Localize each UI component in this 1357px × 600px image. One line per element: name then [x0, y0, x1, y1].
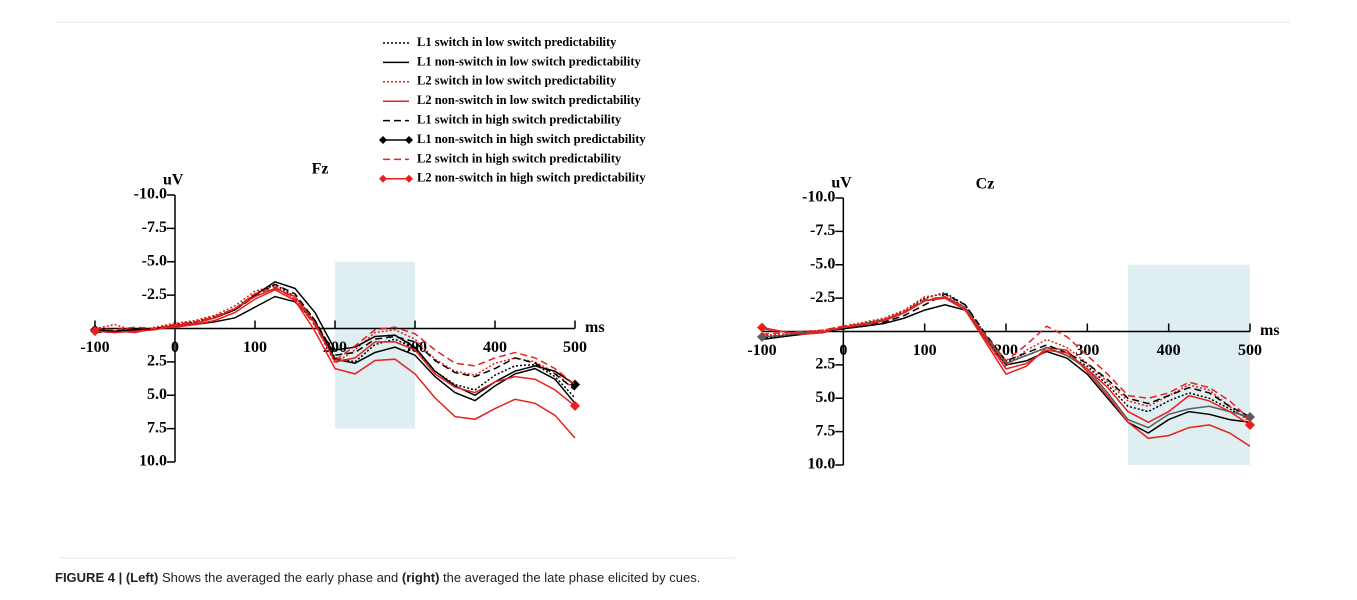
legend-label: L2 non-switch in high switch predictabil…	[417, 171, 646, 185]
series-line	[94, 286, 576, 386]
x-tick-label: 300	[1075, 342, 1099, 359]
caption-part: Shows the averaged the early phase and	[158, 570, 402, 585]
y-tick-label: 10.0	[807, 456, 835, 473]
x-tick-label: -100	[80, 339, 109, 356]
legend-label: L2 switch in high switch predictability	[417, 151, 622, 165]
series-line	[761, 297, 1251, 426]
x-tick-label: 400	[1157, 342, 1181, 359]
x-tick-label: 100	[243, 339, 267, 356]
marker	[1245, 419, 1255, 430]
y-tick-label: 5.0	[147, 386, 167, 403]
series-line	[761, 296, 1251, 421]
caption: FIGURE 4 | (Left) Shows the averaged the…	[55, 570, 700, 585]
x-tick-label: 400	[483, 339, 507, 356]
caption-part: (Left)	[126, 570, 159, 585]
caption-label: FIGURE 4 |	[55, 570, 126, 585]
y-tick-label: 7.5	[147, 419, 167, 436]
y-tick-label: 10.0	[139, 453, 167, 470]
y-tick-label: 5.0	[815, 389, 835, 406]
legend-label: L1 switch in high switch predictability	[417, 112, 622, 126]
x-tick-label: 500	[563, 339, 587, 356]
y-axis-label: uV	[163, 172, 184, 189]
series-line	[761, 291, 1251, 421]
x-axis-label: ms	[585, 319, 605, 336]
marker	[90, 326, 100, 337]
caption-part: (right)	[402, 570, 440, 585]
y-tick-label: 7.5	[815, 422, 835, 439]
legend-marker	[379, 174, 387, 183]
marker	[757, 322, 767, 333]
chart: -10.0-7.5-5.0-2.52.55.07.510.0-100 0 100 20…	[80, 35, 646, 470]
series-line	[94, 288, 576, 439]
marker	[1245, 411, 1255, 422]
y-tick-label: -7.5	[142, 219, 167, 236]
x-tick-label: -100	[747, 342, 776, 359]
legend-label: L1 non-switch in high switch predictabil…	[417, 132, 646, 146]
y-tick-label: -10.0	[134, 186, 167, 203]
x-tick-label: 0	[171, 339, 179, 356]
legend-label: L2 non-switch in low switch predictabili…	[417, 93, 641, 107]
y-tick-label: -10.0	[802, 189, 835, 206]
legend-marker	[405, 174, 413, 183]
x-tick-label: 100	[913, 342, 937, 359]
x-tick-label: 500	[1238, 342, 1262, 359]
x-axis-label: ms	[1260, 322, 1280, 339]
chart: -10.0-7.5-5.0-2.52.55.07.510.0-100 0 100 20…	[747, 175, 1279, 473]
x-tick-label: 0	[839, 342, 847, 359]
highlight-region	[1128, 264, 1250, 465]
y-tick-label: 2.5	[815, 356, 835, 373]
legend-label: L1 non-switch in low switch predictabili…	[417, 54, 641, 68]
y-tick-label: -7.5	[810, 222, 835, 239]
chart-title: Cz	[976, 176, 995, 193]
series-line	[94, 287, 576, 407]
charts: -10.0-7.5-5.0-2.52.55.07.510.0-100 0 100 20…	[80, 35, 1279, 473]
caption-part: the averaged the late phase elicited by …	[439, 570, 700, 585]
legend-marker	[405, 136, 413, 144]
y-tick-label: -5.0	[810, 255, 835, 272]
legend-label: L2 switch in low switch predictability	[417, 74, 617, 88]
y-tick-label: -5.0	[142, 252, 167, 269]
y-tick-label: 2.5	[147, 353, 167, 370]
series-line	[761, 293, 1251, 418]
y-tick-label: -2.5	[142, 286, 167, 303]
marker	[570, 400, 580, 411]
y-axis-label: uV	[831, 175, 852, 192]
legend-label: L1 switch in low switch predictability	[417, 35, 617, 49]
legend-marker	[379, 136, 387, 144]
chart-title: Fz	[312, 161, 329, 178]
y-tick-label: -2.5	[810, 289, 835, 306]
